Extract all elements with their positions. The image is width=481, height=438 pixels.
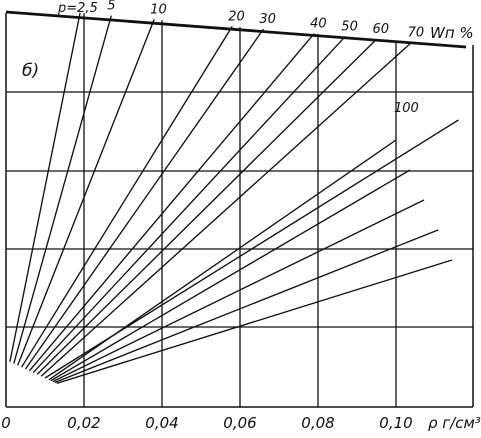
series-label: 100 bbox=[394, 101, 419, 116]
x-tick-label: 0,06 bbox=[223, 414, 256, 432]
series-label: 70 bbox=[408, 25, 425, 40]
ray-line bbox=[17, 19, 155, 366]
ray-line bbox=[13, 15, 112, 364]
ray-line bbox=[40, 41, 413, 377]
x-tick-label: 0,08 bbox=[301, 414, 334, 432]
series-label: р=2,5 bbox=[57, 1, 98, 16]
ray-line bbox=[50, 169, 411, 382]
series-label: 10 bbox=[150, 2, 167, 17]
top-scale-label: Wп % bbox=[430, 24, 474, 42]
ray-line bbox=[36, 38, 377, 375]
ray-line bbox=[48, 139, 397, 381]
series-label: 50 bbox=[341, 19, 358, 34]
ray-line bbox=[54, 229, 439, 384]
series-label: 40 bbox=[310, 17, 327, 32]
ray-lines bbox=[9, 12, 459, 385]
ray-line bbox=[56, 259, 453, 385]
ray-line bbox=[9, 12, 81, 362]
x-tick-label: 0 bbox=[1, 414, 11, 432]
series-label: 20 bbox=[228, 9, 245, 24]
series-labels: р=2,5 5 10 20 30 40 50 60 70 100 bbox=[57, 0, 424, 116]
x-tick-label: 0,10 bbox=[379, 414, 412, 432]
series-label: 60 bbox=[373, 22, 390, 37]
series-label: 30 bbox=[259, 12, 276, 27]
x-tick-labels: 0 0,02 0,04 0,06 0,08 0,10 bbox=[1, 414, 412, 432]
series-label: 5 bbox=[107, 0, 115, 14]
panel-label: б) bbox=[22, 61, 39, 81]
x-tick-label: 0,02 bbox=[67, 414, 100, 432]
x-tick-label: 0,04 bbox=[145, 414, 178, 432]
ray-line bbox=[32, 35, 346, 374]
ray-line bbox=[21, 26, 233, 368]
ray-line bbox=[28, 33, 315, 372]
top-scale-line bbox=[5, 10, 467, 49]
ray-line bbox=[52, 199, 425, 383]
x-axis-label: ρ г/см³ bbox=[428, 414, 481, 432]
ray-line bbox=[24, 28, 264, 370]
